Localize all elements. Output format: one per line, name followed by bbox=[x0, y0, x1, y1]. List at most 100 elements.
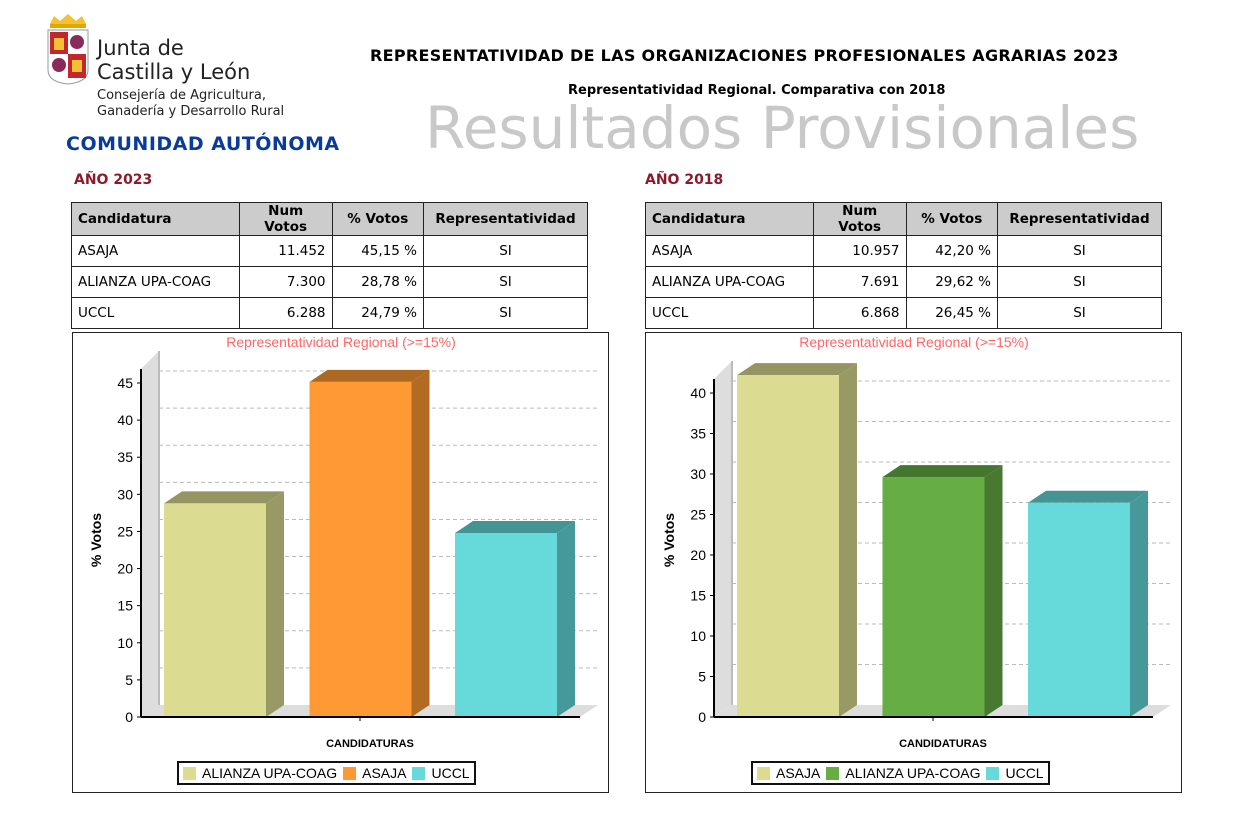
y-tick-label: 25 bbox=[117, 523, 133, 539]
y-tick-label: 15 bbox=[690, 588, 706, 604]
bar-top bbox=[455, 521, 575, 534]
chart-svg: 0 5 10 15 20 25 30 35 40 Representatividad Region… bbox=[661, 334, 1171, 750]
chart-back-wall bbox=[141, 351, 159, 717]
column-header: Candidatura bbox=[71, 202, 240, 236]
y-tick-label: 20 bbox=[690, 547, 706, 563]
chart-legend: ASAJA ALIANZA UPA-COAG UCCL bbox=[751, 761, 1050, 785]
bar-asaja bbox=[737, 375, 839, 717]
table-cell: SI bbox=[423, 297, 588, 329]
table-cell: SI bbox=[423, 266, 588, 298]
x-axis-label: CANDIDATURAS bbox=[899, 738, 987, 750]
logo-subtitle: Consejería de Agricultura, Ganadería y D… bbox=[97, 88, 284, 120]
bar-top bbox=[164, 491, 284, 504]
table-cell: 45,15 % bbox=[331, 235, 425, 267]
bar-side bbox=[1130, 490, 1148, 717]
table-header-row: Candidatura Num Votos% Votos Representativ… bbox=[71, 202, 588, 236]
y-tick-label: 20 bbox=[117, 561, 133, 577]
logo-sub-line1: Consejería de Agricultura, bbox=[97, 88, 266, 103]
legend-swatch bbox=[986, 766, 1000, 780]
y-tick-label: 45 bbox=[117, 375, 133, 391]
column-header: Representatividad bbox=[423, 202, 588, 236]
x-axis-label: CANDIDATURAS bbox=[326, 738, 414, 750]
chart-2018: 0 5 10 15 20 25 30 35 40 Representatividad Region… bbox=[645, 332, 1182, 793]
year-2018-label: AÑO 2018 bbox=[645, 172, 724, 188]
bar-top bbox=[882, 465, 1003, 478]
chart-svg: 0 5 10 15 20 25 30 35 40 45 Representatividad Regi… bbox=[88, 334, 598, 750]
table-cell: 28,78 % bbox=[331, 266, 425, 298]
column-header: Representatividad bbox=[997, 202, 1162, 236]
y-axis-label: % Votos bbox=[661, 513, 677, 567]
watermark: Resultados Provisionales bbox=[425, 94, 1140, 162]
legend-item: UCCL bbox=[986, 765, 1044, 781]
y-tick-label: 25 bbox=[690, 507, 706, 523]
bar-asaja bbox=[309, 381, 412, 717]
y-tick-label: 10 bbox=[117, 635, 133, 651]
table-cell: 10.957 bbox=[812, 235, 907, 267]
table-cell: SI bbox=[423, 235, 588, 267]
y-tick-label: 0 bbox=[698, 709, 706, 725]
y-tick-label: 5 bbox=[125, 672, 133, 688]
page-subtitle: Representatividad Regional. Comparativa … bbox=[568, 83, 946, 98]
bar-side bbox=[411, 369, 430, 717]
table-cell: 7.691 bbox=[812, 266, 907, 298]
legend-item: ASAJA bbox=[757, 765, 820, 781]
table-row: ASAJA 10.957 42,20 % SI bbox=[645, 235, 1162, 267]
legend-label: UCCL bbox=[431, 765, 470, 781]
chart-title: Representatividad Regional (>=15%) bbox=[226, 334, 456, 350]
results-table-2018: Candidatura Num Votos% Votos Representativ… bbox=[645, 202, 1162, 329]
chart-2023: 0 5 10 15 20 25 30 35 40 45 Representatividad Regi… bbox=[72, 332, 609, 793]
y-tick-label: 15 bbox=[117, 598, 133, 614]
y-tick-label: 0 bbox=[125, 709, 133, 725]
legend-item: UCCL bbox=[412, 765, 470, 781]
y-tick-label: 40 bbox=[117, 412, 133, 428]
table-row: ASAJA 11.452 45,15 % SI bbox=[71, 235, 588, 267]
bar-uccl bbox=[1028, 502, 1130, 717]
legend-item: ALIANZA UPA-COAG bbox=[183, 765, 337, 781]
table-cell: ALIANZA UPA-COAG bbox=[71, 266, 240, 298]
bar-side bbox=[984, 465, 1003, 717]
y-tick-label: 40 bbox=[690, 385, 706, 401]
table-row: ALIANZA UPA-COAG 7.691 29,62 % SI bbox=[645, 266, 1162, 298]
chart-back-wall bbox=[714, 361, 732, 717]
bar-alianza-upa-coag bbox=[882, 477, 985, 717]
column-header: Candidatura bbox=[645, 202, 814, 236]
column-header: % Votos bbox=[331, 202, 425, 236]
table-cell: ASAJA bbox=[71, 235, 240, 267]
table-cell: 26,45 % bbox=[905, 297, 999, 329]
y-tick-label: 5 bbox=[698, 669, 706, 685]
chart-legend: ALIANZA UPA-COAG ASAJA UCCL bbox=[177, 761, 476, 785]
logo-sub-line2: Ganadería y Desarrollo Rural bbox=[97, 104, 285, 119]
legend-swatch bbox=[412, 766, 426, 780]
table-cell: 6.868 bbox=[812, 297, 907, 329]
table-cell: 6.288 bbox=[238, 297, 333, 329]
legend-swatch bbox=[183, 766, 196, 780]
y-axis-label: % Votos bbox=[88, 513, 104, 567]
bar-top bbox=[309, 369, 430, 382]
legend-label: ASAJA bbox=[776, 765, 821, 781]
logo-title-line2: Castilla y León bbox=[97, 60, 251, 84]
legend-label: UCCL bbox=[1005, 765, 1044, 781]
y-tick-label: 30 bbox=[690, 466, 706, 482]
column-header: Num Votos bbox=[238, 202, 333, 236]
table-cell: 11.452 bbox=[238, 235, 333, 267]
bar-top bbox=[737, 363, 857, 376]
table-cell: 42,20 % bbox=[905, 235, 999, 267]
legend-swatch bbox=[343, 766, 357, 780]
y-tick-label: 30 bbox=[117, 486, 133, 502]
y-tick-label: 10 bbox=[690, 628, 706, 644]
table-cell: SI bbox=[997, 235, 1162, 267]
legend-label: ALIANZA UPA-COAG bbox=[202, 765, 338, 781]
column-header: % Votos bbox=[905, 202, 999, 236]
table-row: UCCL 6.868 26,45 % SI bbox=[645, 297, 1162, 329]
bar-side bbox=[266, 491, 284, 717]
table-header-row: Candidatura Num Votos% Votos Representativ… bbox=[645, 202, 1162, 236]
bar-side bbox=[557, 521, 575, 717]
table-cell: ASAJA bbox=[645, 235, 814, 267]
results-table-2023: Candidatura Num Votos% Votos Representativ… bbox=[71, 202, 588, 329]
table-cell: UCCL bbox=[645, 297, 814, 329]
chart-title: Representatividad Regional (>=15%) bbox=[799, 334, 1029, 350]
table-cell: 29,62 % bbox=[905, 266, 999, 298]
bar-alianza-upa-coag bbox=[164, 503, 266, 717]
table-cell: SI bbox=[997, 297, 1162, 329]
year-2023-label: AÑO 2023 bbox=[74, 172, 153, 188]
